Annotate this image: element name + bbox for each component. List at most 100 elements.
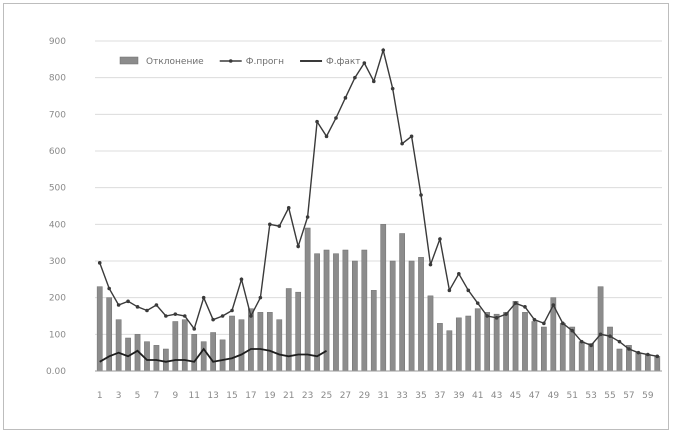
series-point: [617, 339, 622, 344]
bar: [106, 297, 113, 372]
x-tick-label: 13: [207, 391, 218, 401]
series-point: [97, 261, 102, 265]
series-point: [400, 141, 404, 146]
series-point: [324, 134, 329, 139]
x-tick-label: 45: [510, 391, 521, 401]
x-tick-label: 25: [321, 391, 332, 401]
series-point: [126, 299, 130, 304]
series-line: [99, 47, 658, 357]
bar: [541, 326, 547, 372]
series-point: [428, 262, 433, 267]
x-tick-label: 7: [154, 391, 160, 401]
bar: [333, 253, 339, 372]
series-point: [608, 334, 612, 338]
series-point: [277, 224, 282, 228]
y-tick-label: 500: [49, 184, 66, 194]
bar: [512, 301, 519, 372]
series-point: [334, 116, 338, 120]
bar: [352, 260, 358, 372]
y-tick-label: 200: [49, 294, 66, 304]
legend-label: Отклонение: [146, 57, 204, 67]
series-point: [107, 286, 111, 291]
series-point: [390, 86, 395, 91]
bar: [115, 319, 122, 372]
series-point: [305, 215, 310, 219]
bar: [96, 286, 103, 372]
y-tick-label: 300: [49, 257, 66, 267]
x-tick-label: 31: [377, 391, 388, 401]
series-point: [419, 193, 423, 197]
bar: [238, 319, 245, 372]
bar: [484, 312, 491, 372]
x-axis: 1 3 5 7 9 11 13 15 17 19 21 23 25 27 29 31 33 35 37 39 41 43 4…: [97, 391, 654, 401]
bar: [427, 295, 434, 372]
series-point: [154, 303, 159, 307]
bar: [635, 352, 642, 372]
bar: [380, 224, 387, 372]
bar: [418, 257, 424, 372]
bar: [607, 326, 613, 372]
series-point: [249, 314, 253, 318]
series-point: [192, 327, 197, 331]
series-point: [220, 314, 225, 318]
series-point: [353, 75, 357, 80]
series-point: [343, 96, 348, 100]
series-point: [145, 308, 149, 313]
series-point: [560, 321, 565, 326]
bar: [399, 233, 405, 372]
bar: [191, 334, 198, 372]
series-point: [258, 295, 263, 300]
x-tick-label: 55: [604, 391, 615, 401]
bar: [493, 313, 500, 372]
x-tick-label: 53: [585, 391, 596, 401]
series-point: [504, 312, 508, 316]
bar: [163, 348, 169, 372]
series-point: [230, 308, 234, 313]
bar: [503, 312, 509, 372]
bar: [314, 253, 320, 372]
bar: [304, 227, 311, 372]
series-point: [201, 295, 206, 300]
legend-swatch-point: [228, 59, 233, 63]
x-tick-label: 5: [135, 391, 141, 401]
y-axis: 0.00 100 200 300 400 500 600 700 800 900: [46, 37, 662, 377]
y-tick-label: 400: [49, 220, 66, 230]
bar: [248, 308, 254, 372]
bar: [654, 356, 661, 372]
x-tick-label: 15: [226, 391, 237, 401]
series-point: [371, 79, 376, 84]
bar: [181, 319, 188, 372]
x-tick-label: 17: [245, 391, 256, 401]
bar: [229, 315, 235, 372]
bar: [144, 341, 150, 372]
series-point: [268, 222, 272, 227]
series-point: [655, 354, 660, 359]
x-tick-label: 3: [116, 391, 122, 401]
bar: [588, 343, 594, 372]
bar: [153, 345, 160, 372]
series-point: [182, 314, 187, 318]
series-point: [447, 288, 452, 293]
series-point: [438, 237, 442, 241]
bar-series-group: [96, 224, 661, 372]
bar: [276, 319, 283, 372]
bar: [465, 315, 472, 372]
legend: Отклонение Ф.прогн Ф.факт: [119, 56, 361, 67]
y-tick-label: 700: [49, 110, 66, 120]
x-tick-label: 21: [283, 391, 294, 401]
series-point: [646, 352, 650, 357]
y-tick-label: 100: [49, 330, 66, 340]
bar: [446, 330, 453, 372]
x-tick-label: 47: [529, 391, 540, 401]
y-tick-label: 600: [49, 147, 66, 157]
legend-label: Ф.прогн: [246, 57, 284, 67]
series-point: [542, 321, 546, 326]
series-point: [315, 119, 319, 124]
gridlines: [95, 40, 662, 335]
series-point: [494, 316, 499, 320]
bar: [200, 341, 207, 372]
x-tick-label: 37: [434, 391, 445, 401]
bar: [578, 341, 585, 372]
x-tick-label: 49: [548, 391, 560, 401]
series-point: [485, 314, 489, 318]
